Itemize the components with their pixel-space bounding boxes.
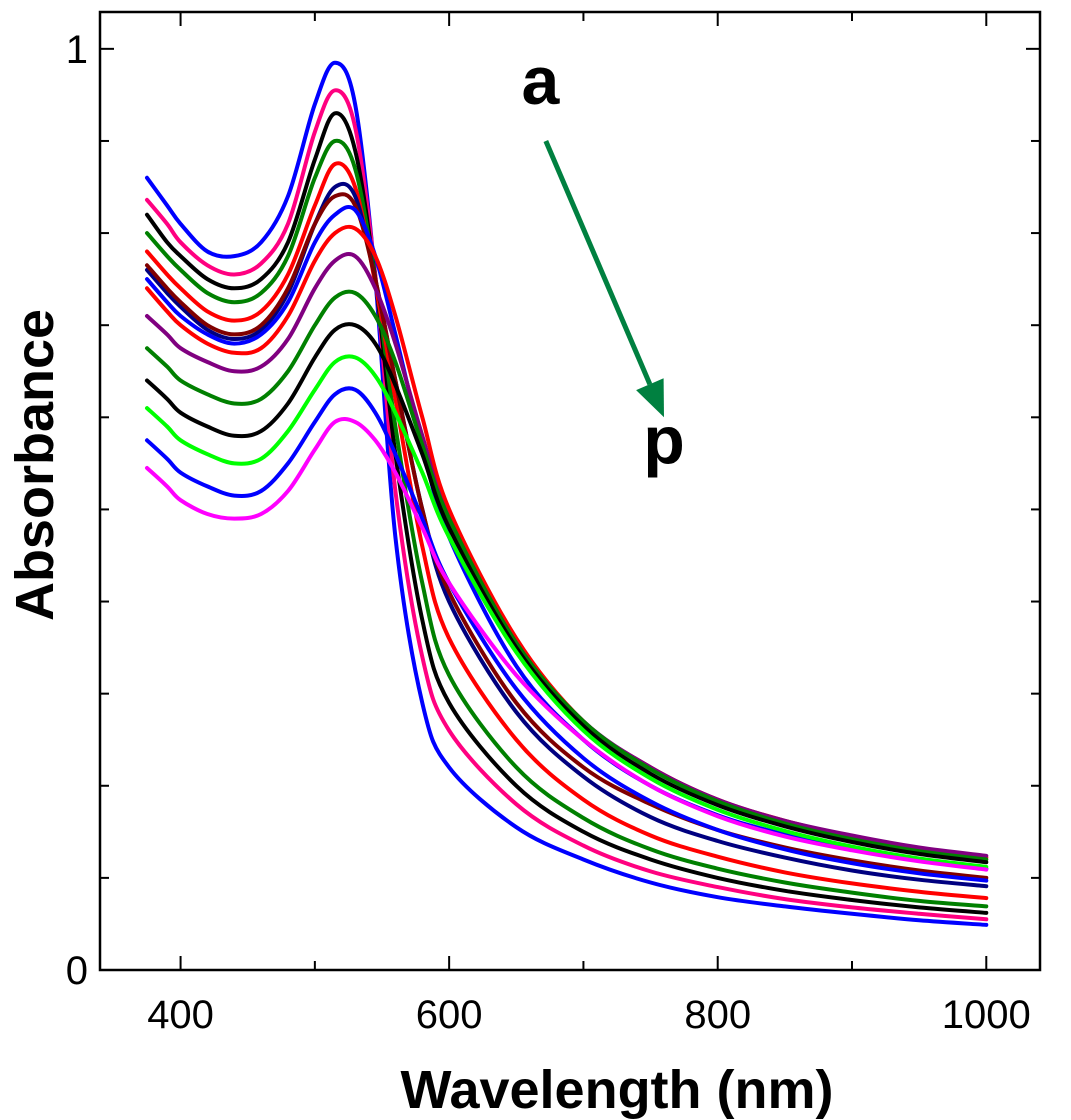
series-line-14 [145,386,989,883]
x-tick-label: 600 [416,993,483,1037]
annotation-label-p: p [643,402,685,478]
series-line-2 [145,88,989,922]
series-line-1 [145,60,989,927]
y-axis-title: Absorbance [5,309,65,621]
series-line-11 [145,289,989,862]
x-tick-label: 800 [684,993,751,1037]
series-line-10 [145,252,989,858]
x-axis-title: Wavelength (nm) [400,1060,833,1120]
series-line-13 [145,354,989,869]
series-line-3 [145,111,989,915]
series-line-8 [145,205,989,871]
arrow-head [636,378,664,418]
plot-frame [98,10,1042,972]
y-tick-label: 1 [66,28,88,72]
y-tick-label: 0 [66,949,88,993]
x-tick-label: 1000 [942,993,1031,1037]
series-layer [145,60,989,927]
annotation-layer: ap [522,43,685,478]
series-line-6 [145,181,989,889]
arrow-shaft [543,139,653,386]
series-line-15 [145,417,989,872]
series-line-12 [145,322,989,865]
series-line-5 [145,161,989,901]
axes-layer: 400 600 800 1000 0 1 [66,10,1042,1037]
series-line-4 [145,138,989,909]
annotation-label-a: a [522,43,561,119]
x-tick-label: 400 [147,993,214,1037]
